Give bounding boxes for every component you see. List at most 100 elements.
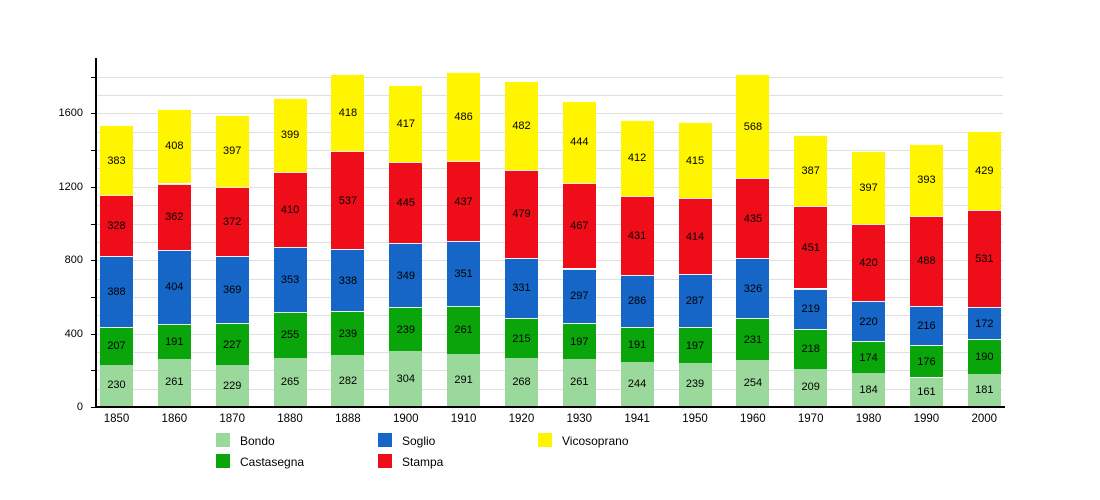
gridline — [97, 113, 1003, 114]
legend-swatch-bondo — [216, 433, 230, 447]
segment-vicosoprano-1941: 412 — [620, 120, 654, 196]
segment-value: 190 — [975, 350, 994, 363]
segment-stampa-1941: 431 — [620, 195, 654, 275]
segment-bondo-1910: 291 — [447, 353, 481, 407]
gridline — [97, 370, 1003, 371]
segment-stampa-1900: 445 — [389, 161, 423, 244]
segment-value: 349 — [396, 269, 415, 282]
segment-value: 479 — [512, 208, 531, 221]
segment-stampa-1920: 479 — [505, 169, 538, 258]
segment-vicosoprano-1850: 383 — [100, 125, 133, 196]
segment-value: 176 — [917, 355, 936, 368]
segment-stampa-1930: 467 — [562, 182, 596, 269]
segment-value: 328 — [107, 219, 126, 232]
segment-castasegna-1870: 227 — [215, 323, 249, 365]
segment-value: 486 — [454, 110, 473, 123]
segment-value: 488 — [917, 255, 936, 268]
y-axis-label: 400 — [64, 328, 83, 340]
gridline — [97, 389, 1003, 390]
x-axis-label: 2000 — [971, 413, 998, 425]
segment-value: 282 — [338, 374, 358, 387]
segment-stampa-1860: 362 — [157, 183, 191, 250]
segment-value: 161 — [917, 385, 936, 398]
y-axis-tick — [91, 334, 97, 335]
segment-castasegna-1950: 197 — [678, 327, 712, 364]
segment-value: 372 — [223, 215, 242, 228]
segment-value: 172 — [975, 317, 994, 330]
segment-castasegna-2000: 190 — [967, 338, 1001, 374]
x-axis-label: 1920 — [508, 413, 535, 425]
segment-castasegna-1920: 215 — [505, 318, 538, 358]
segment-value: 383 — [107, 154, 126, 167]
segment-bondo-1960: 254 — [736, 360, 770, 407]
segment-value: 209 — [801, 381, 820, 394]
y-axis-tick — [91, 370, 97, 371]
segment-value: 369 — [223, 283, 242, 296]
segment-value: 431 — [627, 229, 647, 242]
segment-value: 207 — [107, 340, 126, 353]
gridline — [97, 132, 1003, 133]
segment-value: 231 — [743, 333, 763, 346]
segment-stampa-2000: 531 — [967, 209, 1001, 308]
segment-stampa-1910: 437 — [447, 161, 481, 242]
segment-value: 331 — [512, 282, 531, 295]
segment-value: 397 — [223, 145, 242, 158]
segment-value: 399 — [280, 129, 300, 142]
legend-label-bondo: Bondo — [240, 434, 275, 448]
x-axis-label: 1941 — [624, 413, 650, 425]
segment-value: 304 — [396, 372, 415, 385]
segment-value: 417 — [396, 117, 415, 130]
segment-value: 227 — [223, 338, 242, 351]
segment-castasegna-1990: 176 — [909, 345, 943, 378]
segment-value: 482 — [512, 119, 531, 132]
x-axis-label: 1980 — [855, 413, 882, 425]
segment-bondo-1888: 282 — [331, 355, 365, 407]
segment-value: 197 — [685, 339, 705, 352]
y-axis-label: 0 — [76, 401, 83, 413]
segment-vicosoprano-1980: 397 — [852, 151, 886, 224]
gridline — [97, 334, 1003, 335]
segment-soglio-1960: 326 — [736, 258, 770, 318]
gridline — [97, 260, 1003, 261]
segment-value: 393 — [917, 174, 936, 187]
segment-value: 568 — [743, 120, 763, 133]
x-axis-label: 1900 — [392, 413, 419, 425]
y-axis-label: 1200 — [58, 181, 83, 193]
x-axis-line — [95, 406, 1005, 408]
legend-swatch-vicosoprano — [538, 433, 552, 447]
segment-stampa-1850: 328 — [100, 195, 133, 256]
y-axis-label: 1600 — [58, 107, 83, 119]
segment-value: 218 — [801, 343, 820, 356]
segment-value: 445 — [396, 196, 415, 209]
segment-stampa-1880: 410 — [273, 171, 307, 247]
gridline — [97, 224, 1003, 225]
segment-stampa-1960: 435 — [736, 178, 770, 259]
segment-value: 254 — [743, 377, 763, 390]
x-axis-label: 1960 — [740, 413, 766, 425]
segment-value: 467 — [570, 220, 589, 233]
segment-stampa-1950: 414 — [678, 198, 712, 275]
segment-value: 229 — [223, 379, 242, 392]
segment-value: 219 — [801, 303, 820, 316]
gridline — [97, 352, 1003, 353]
segment-soglio-1980: 220 — [852, 300, 886, 342]
segment-bondo-1870: 229 — [215, 365, 249, 407]
segment-value: 414 — [685, 230, 705, 243]
segment-vicosoprano-1950: 415 — [678, 122, 712, 199]
segment-soglio-1910: 351 — [447, 241, 481, 306]
segment-soglio-1930: 297 — [562, 268, 596, 323]
segment-bondo-1900: 304 — [389, 351, 423, 407]
legend-label-vicosoprano: Vicosoprano — [562, 434, 629, 448]
segment-vicosoprano-1970: 387 — [794, 134, 828, 206]
segment-value: 261 — [165, 376, 184, 389]
segment-value: 353 — [280, 273, 300, 286]
segment-value: 362 — [165, 211, 184, 224]
segment-vicosoprano-1880: 399 — [273, 98, 307, 172]
segment-value: 412 — [627, 152, 647, 165]
segment-value: 444 — [570, 136, 589, 149]
segment-bondo-1980: 184 — [852, 373, 886, 407]
x-axis-label: 1910 — [450, 413, 477, 425]
segment-value: 255 — [280, 329, 300, 342]
segment-value: 326 — [743, 282, 763, 295]
segment-castasegna-1910: 261 — [447, 305, 481, 354]
